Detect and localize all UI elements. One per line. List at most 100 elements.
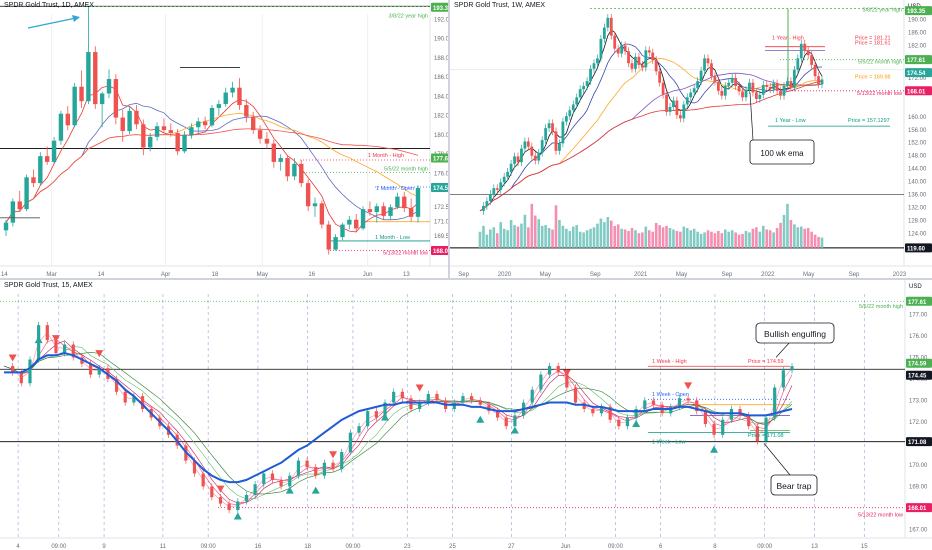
candle-body bbox=[623, 45, 627, 52]
volume-bar bbox=[592, 227, 596, 248]
volume-bar bbox=[630, 228, 634, 248]
candle-body bbox=[643, 400, 647, 409]
candle-body bbox=[613, 35, 617, 49]
buy-signal-icon bbox=[710, 445, 719, 453]
vertical-divider[interactable] bbox=[448, 0, 450, 278]
volume-bar bbox=[489, 229, 492, 248]
candle-body bbox=[744, 89, 748, 98]
candle-body bbox=[775, 83, 779, 91]
candle-body bbox=[264, 138, 270, 144]
price-tick-label: 160.00 bbox=[908, 115, 927, 121]
price-tick-label: 132.00 bbox=[908, 206, 927, 212]
price-tick-label: 148.00 bbox=[908, 154, 927, 160]
candle-body bbox=[712, 424, 716, 435]
candle-body bbox=[340, 224, 345, 238]
volume-bar bbox=[682, 226, 686, 248]
price-badge bbox=[431, 2, 448, 12]
volume-bar bbox=[530, 203, 534, 248]
volume-bar bbox=[589, 228, 592, 248]
candle-body bbox=[99, 93, 105, 105]
candle-body bbox=[741, 91, 744, 98]
price-badge-label: 171.08 bbox=[908, 440, 927, 446]
ema-200-line bbox=[4, 352, 793, 484]
candle-body bbox=[625, 417, 630, 427]
candle-body bbox=[93, 52, 98, 105]
volume-bar bbox=[768, 230, 772, 248]
sell-signal-icon bbox=[51, 335, 60, 343]
volume-bar bbox=[485, 234, 489, 248]
price-tick-label: 182.00 bbox=[434, 114, 448, 120]
arrow-icon bbox=[27, 17, 77, 29]
buy-signal-icon bbox=[34, 336, 43, 344]
candle-body bbox=[253, 484, 257, 495]
candle-body bbox=[723, 85, 727, 96]
candle-body bbox=[305, 460, 309, 468]
weekly-chart[interactable]: USD190.00186.00182.00178.00172.00168.001… bbox=[450, 0, 932, 278]
time-tick-label: 09:00 bbox=[345, 544, 361, 550]
volume-bar bbox=[637, 233, 641, 248]
price-badge bbox=[431, 183, 448, 193]
volume-bar bbox=[741, 233, 744, 248]
candle-body bbox=[547, 123, 551, 129]
volume-bar bbox=[509, 219, 513, 248]
volume-bar bbox=[779, 222, 782, 248]
candle-body bbox=[727, 82, 731, 86]
price-tick-label: 124.00 bbox=[908, 232, 927, 238]
candle-body bbox=[647, 50, 651, 53]
price-tick-label: 173.00 bbox=[909, 398, 928, 404]
ema-20 bbox=[479, 43, 823, 212]
level-annotation: Price = 157.1297 bbox=[848, 118, 890, 124]
candle-body bbox=[402, 196, 407, 209]
candle-body bbox=[38, 156, 43, 184]
weekly-chart-panel[interactable]: USD190.00186.00182.00178.00172.00168.001… bbox=[450, 0, 932, 278]
candle-body bbox=[685, 97, 689, 105]
volume-bar bbox=[575, 225, 579, 248]
candle-body bbox=[357, 426, 361, 433]
candle-body bbox=[279, 479, 283, 487]
buy-signal-icon bbox=[233, 512, 242, 520]
volume-bar bbox=[661, 227, 665, 248]
candle-body bbox=[539, 374, 543, 390]
callout-box bbox=[755, 322, 835, 344]
candle-body bbox=[540, 140, 544, 153]
candle-body bbox=[223, 92, 228, 105]
volume-bar bbox=[772, 232, 775, 248]
candle-body bbox=[58, 113, 64, 141]
horizontal-divider[interactable] bbox=[0, 278, 932, 280]
volume-bar bbox=[793, 224, 796, 248]
candle-body bbox=[216, 104, 222, 108]
price-tick-label: 190.00 bbox=[434, 37, 448, 43]
volume-bar bbox=[537, 219, 541, 248]
volume-bar bbox=[571, 226, 575, 248]
m15-chart[interactable]: USD 177.00 176.00 175.00 174.00 173.00 172.00 1… bbox=[0, 280, 932, 550]
volume-bar bbox=[796, 227, 800, 248]
candle-body bbox=[488, 193, 492, 202]
candle-body bbox=[262, 473, 266, 485]
candle-body bbox=[537, 152, 541, 161]
price-badge-label: 174.45 bbox=[908, 374, 927, 380]
level-annotation: Price = 181.21 bbox=[855, 36, 891, 42]
candle-body bbox=[789, 81, 793, 88]
candle-body bbox=[755, 426, 759, 442]
candle-body bbox=[244, 105, 249, 117]
level-annotation: 5/5/22 month high bbox=[384, 167, 428, 173]
callout-label: Bullish engulfing bbox=[764, 329, 826, 339]
time-tick-label: 8 bbox=[713, 544, 717, 550]
m15-chart-panel[interactable]: USD 177.00 176.00 175.00 174.00 173.00 172.00 1… bbox=[0, 280, 932, 550]
candle-body bbox=[45, 156, 50, 162]
candle-body bbox=[132, 396, 136, 403]
candle-body bbox=[257, 130, 263, 139]
daily-chart[interactable]: USD192.00190.00188.00186.00184.00182.001… bbox=[0, 0, 448, 278]
candle-body bbox=[134, 110, 139, 125]
ema-200 bbox=[479, 80, 823, 212]
volume-bar bbox=[644, 226, 648, 248]
daily-chart-panel[interactable]: USD192.00190.00188.00186.00184.00182.001… bbox=[0, 0, 448, 278]
volume-bar bbox=[551, 229, 554, 248]
candle-body bbox=[661, 82, 665, 95]
price-tick-label: 169.00 bbox=[909, 484, 928, 490]
time-tick-label: May bbox=[540, 272, 551, 278]
candle-body bbox=[530, 146, 534, 156]
price-badge-label: 168.01 bbox=[433, 249, 448, 255]
candle-body bbox=[547, 366, 552, 375]
candle-body bbox=[485, 201, 489, 206]
